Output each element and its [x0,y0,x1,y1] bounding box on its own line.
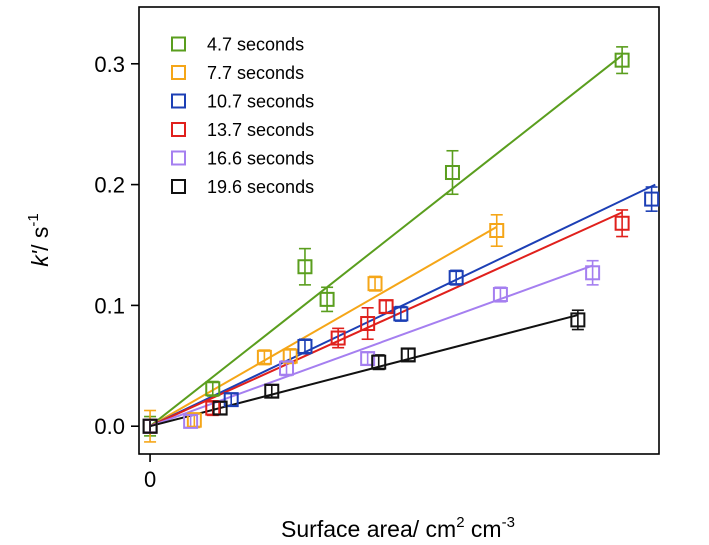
x-axis-title-sup1: 2 [456,514,464,531]
data-point [371,354,387,370]
fit-line-series-1 [149,54,623,427]
data-point [400,347,416,363]
data-markers [142,52,660,434]
y-axis-title-rest: / s [27,227,53,251]
legend-marker [171,65,186,80]
legend-marker [171,93,186,109]
legend-marker [171,179,186,194]
x-axis-title-sup2: -3 [502,514,515,531]
data-point [297,259,313,275]
legend-label: 7.7 seconds [207,63,304,83]
legend-label: 19.6 seconds [207,177,314,197]
legend-marker [171,122,186,137]
data-point [614,215,630,231]
data-point [644,191,660,207]
y-axis-title-italic: k' [27,249,53,267]
error-bar [298,247,311,286]
plot-area-border [138,6,660,455]
data-point [319,291,335,307]
y-tick-label: 0.3 [94,52,125,77]
x-axis: 01234567x10-4 [144,454,156,492]
data-point [183,413,199,429]
data-point [142,418,158,434]
data-point [264,383,280,399]
data-point [367,276,383,292]
fit-line-series-6 [149,314,579,428]
data-point [393,306,409,322]
data-point [212,400,228,416]
data-point [489,223,505,238]
y-tick-label: 0.2 [94,173,125,198]
data-point [585,265,601,281]
data-point [256,349,272,365]
error-bar [446,149,459,196]
data-point [360,351,376,367]
data-point [360,316,376,332]
legend-label: 4.7 seconds [207,35,304,55]
fit-line-series-2 [149,226,498,428]
error-bar [490,213,503,248]
legend-label: 10.7 seconds [207,92,314,112]
data-point [378,299,394,315]
legend-label: 13.7 seconds [207,120,314,140]
error-bar [298,338,311,355]
y-axis: 0.0 0.1 0.2 0.3 [94,52,139,439]
y-axis-title: k'/ s-1 [25,213,53,267]
error-bar [402,348,415,362]
data-point [330,330,346,346]
fit-line-series-4 [149,211,623,428]
fit-line-series-3 [149,183,656,428]
legend: 4.7 seconds 7.7 seconds 10.7 seconds 13.7 s… [171,35,314,197]
error-bar [645,186,658,212]
y-tick-label: 0.1 [94,293,125,318]
x-axis-title: Surface area/ cm2 cm-3 [281,514,515,542]
y-tick-label: 0.0 [94,414,125,439]
data-point [448,270,464,286]
data-point [279,360,295,376]
error-bar [586,259,599,286]
data-point [223,392,239,408]
plot-frame [138,6,660,455]
legend-marker [171,36,186,52]
data-point [205,381,221,397]
x-axis-title-main: Surface area/ cm [281,516,456,542]
error-bar [361,307,374,341]
x-axis-title-mid: cm [465,516,502,542]
legend-marker [171,150,186,166]
error-bar [616,209,629,238]
y-axis-title-sup: -1 [25,213,42,226]
error-bar [616,46,629,75]
data-point [444,165,460,181]
data-point [570,312,586,328]
error-bar [321,286,334,313]
data-point [492,287,508,303]
data-point [297,338,313,354]
x-tick-label: 0 [144,467,156,492]
data-point [614,52,630,68]
error-bar [369,275,382,292]
data-point [186,412,202,428]
legend-label: 16.6 seconds [207,149,314,169]
